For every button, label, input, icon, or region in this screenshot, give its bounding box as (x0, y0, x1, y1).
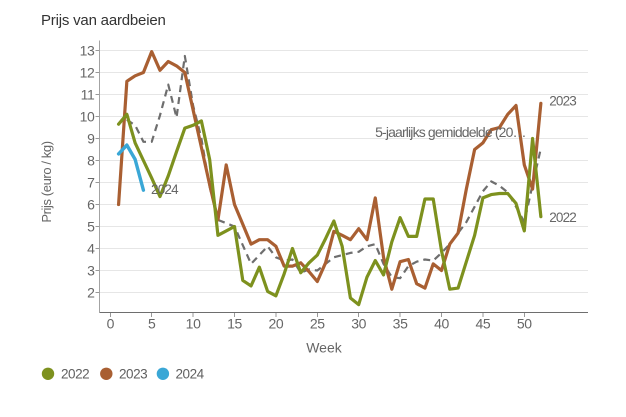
svg-text:Prijs (euro / kg): Prijs (euro / kg) (39, 141, 54, 222)
svg-text:Week: Week (306, 340, 343, 356)
svg-text:2024: 2024 (176, 367, 205, 382)
svg-text:2024: 2024 (151, 182, 179, 197)
svg-text:2023: 2023 (549, 93, 576, 108)
svg-text:25: 25 (310, 316, 325, 332)
svg-text:8: 8 (87, 152, 95, 168)
svg-text:5-jaarlijks gemiddelde (20…: 5-jaarlijks gemiddelde (20… (375, 124, 526, 140)
svg-text:2023: 2023 (119, 367, 147, 382)
svg-text:2: 2 (87, 284, 95, 300)
svg-text:20: 20 (268, 316, 283, 332)
svg-text:50: 50 (517, 316, 532, 332)
svg-text:45: 45 (475, 316, 490, 332)
svg-text:10: 10 (186, 316, 201, 332)
svg-text:10: 10 (80, 108, 95, 124)
svg-text:7: 7 (87, 174, 95, 190)
svg-text:4: 4 (87, 240, 95, 256)
svg-text:15: 15 (227, 316, 242, 332)
svg-text:5: 5 (148, 316, 156, 332)
svg-text:40: 40 (434, 316, 449, 332)
svg-text:12: 12 (80, 64, 95, 80)
svg-text:2022: 2022 (61, 367, 89, 382)
svg-text:2022: 2022 (549, 210, 576, 225)
svg-text:9: 9 (87, 130, 95, 146)
svg-text:5: 5 (87, 218, 95, 234)
svg-text:3: 3 (87, 262, 95, 278)
svg-text:0: 0 (107, 316, 115, 332)
svg-text:35: 35 (393, 316, 408, 332)
svg-text:11: 11 (81, 86, 95, 102)
svg-text:13: 13 (80, 42, 95, 58)
svg-text:Prijs van aardbeien: Prijs van aardbeien (41, 12, 166, 29)
svg-text:30: 30 (351, 316, 366, 332)
svg-text:6: 6 (87, 196, 95, 212)
